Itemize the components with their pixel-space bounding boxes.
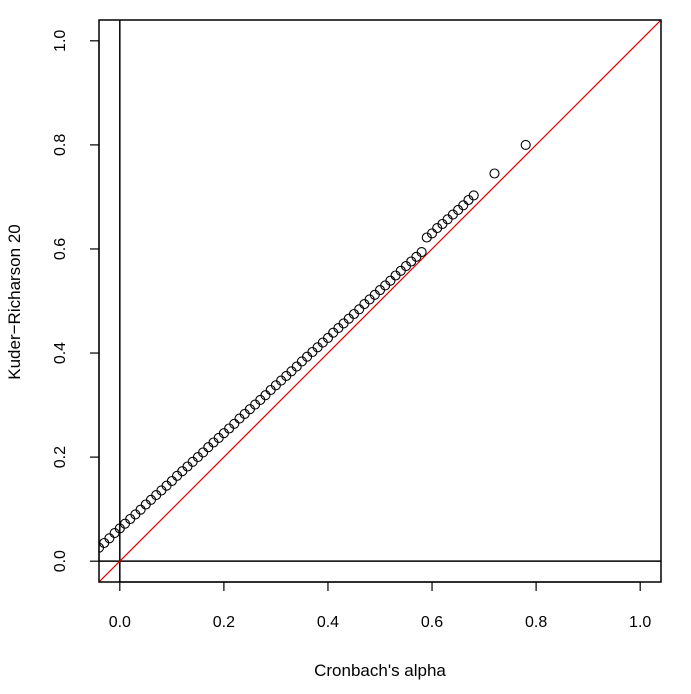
data-point <box>338 318 349 329</box>
data-point <box>135 504 146 515</box>
data-point <box>203 442 214 453</box>
data-point <box>385 275 396 286</box>
data-point <box>255 394 266 405</box>
data-point <box>390 270 401 281</box>
x-tick-label: 0.0 <box>109 614 131 631</box>
data-point <box>276 375 287 386</box>
data-point <box>140 499 151 510</box>
y-tick-label: 1.0 <box>52 30 69 52</box>
y-tick-label: 0.6 <box>52 238 69 260</box>
data-point <box>270 380 281 391</box>
data-point <box>395 265 406 276</box>
y-tick-label: 0.4 <box>52 342 69 364</box>
data-point <box>411 251 422 262</box>
identity-line <box>99 20 661 582</box>
data-point <box>291 361 302 372</box>
data-point <box>458 200 469 211</box>
y-tick-label: 0.8 <box>52 134 69 156</box>
y-axis-title: Kuder−Richarson 20 <box>5 224 24 379</box>
data-point <box>520 139 531 150</box>
data-point <box>187 456 198 467</box>
data-point <box>416 247 427 258</box>
x-tick-label: 1.0 <box>629 614 651 631</box>
x-axis: 0.0 0.2 0.4 0.6 0.8 1.0 <box>109 581 651 631</box>
data-point <box>234 413 245 424</box>
data-point <box>322 332 334 343</box>
data-point <box>218 428 229 439</box>
data-point <box>109 528 120 539</box>
x-tick-label: 0.4 <box>317 614 339 631</box>
data-point <box>354 304 365 315</box>
reference-lines <box>99 20 661 582</box>
data-point <box>161 480 172 491</box>
data-point <box>198 447 209 458</box>
data-point <box>296 356 307 367</box>
data-point <box>312 342 323 353</box>
y-axis: 0.0 0.2 0.4 0.6 0.8 1.0 <box>52 30 100 572</box>
data-point <box>192 452 203 463</box>
y-tick-label: 0.0 <box>52 550 69 572</box>
data-point <box>359 299 370 310</box>
data-point <box>317 337 328 348</box>
data-point <box>260 390 271 401</box>
data-point <box>239 408 250 419</box>
data-point <box>119 518 131 529</box>
data-point <box>229 418 240 429</box>
x-tick-label: 0.6 <box>421 614 443 631</box>
data-point <box>166 475 177 487</box>
data-point <box>265 384 276 396</box>
data-point <box>307 346 318 358</box>
x-tick-label: 0.2 <box>213 614 235 631</box>
data-point <box>343 313 354 324</box>
data-points <box>99 139 531 553</box>
data-point <box>380 280 391 291</box>
data-point <box>99 537 110 549</box>
data-point <box>182 461 193 472</box>
data-point <box>224 423 235 434</box>
data-point <box>151 490 162 501</box>
x-tick-label: 0.8 <box>525 614 547 631</box>
data-point <box>145 494 157 505</box>
data-point <box>104 533 115 544</box>
data-point <box>442 214 453 225</box>
data-point <box>302 351 313 362</box>
data-point <box>426 228 438 239</box>
data-point <box>447 209 458 220</box>
data-point <box>374 285 386 296</box>
data-point <box>468 190 479 201</box>
data-point <box>489 168 500 179</box>
data-point <box>348 308 360 320</box>
x-axis-title: Cronbach's alpha <box>314 661 446 680</box>
data-point <box>156 485 167 496</box>
y-tick-label: 0.2 <box>52 446 69 468</box>
